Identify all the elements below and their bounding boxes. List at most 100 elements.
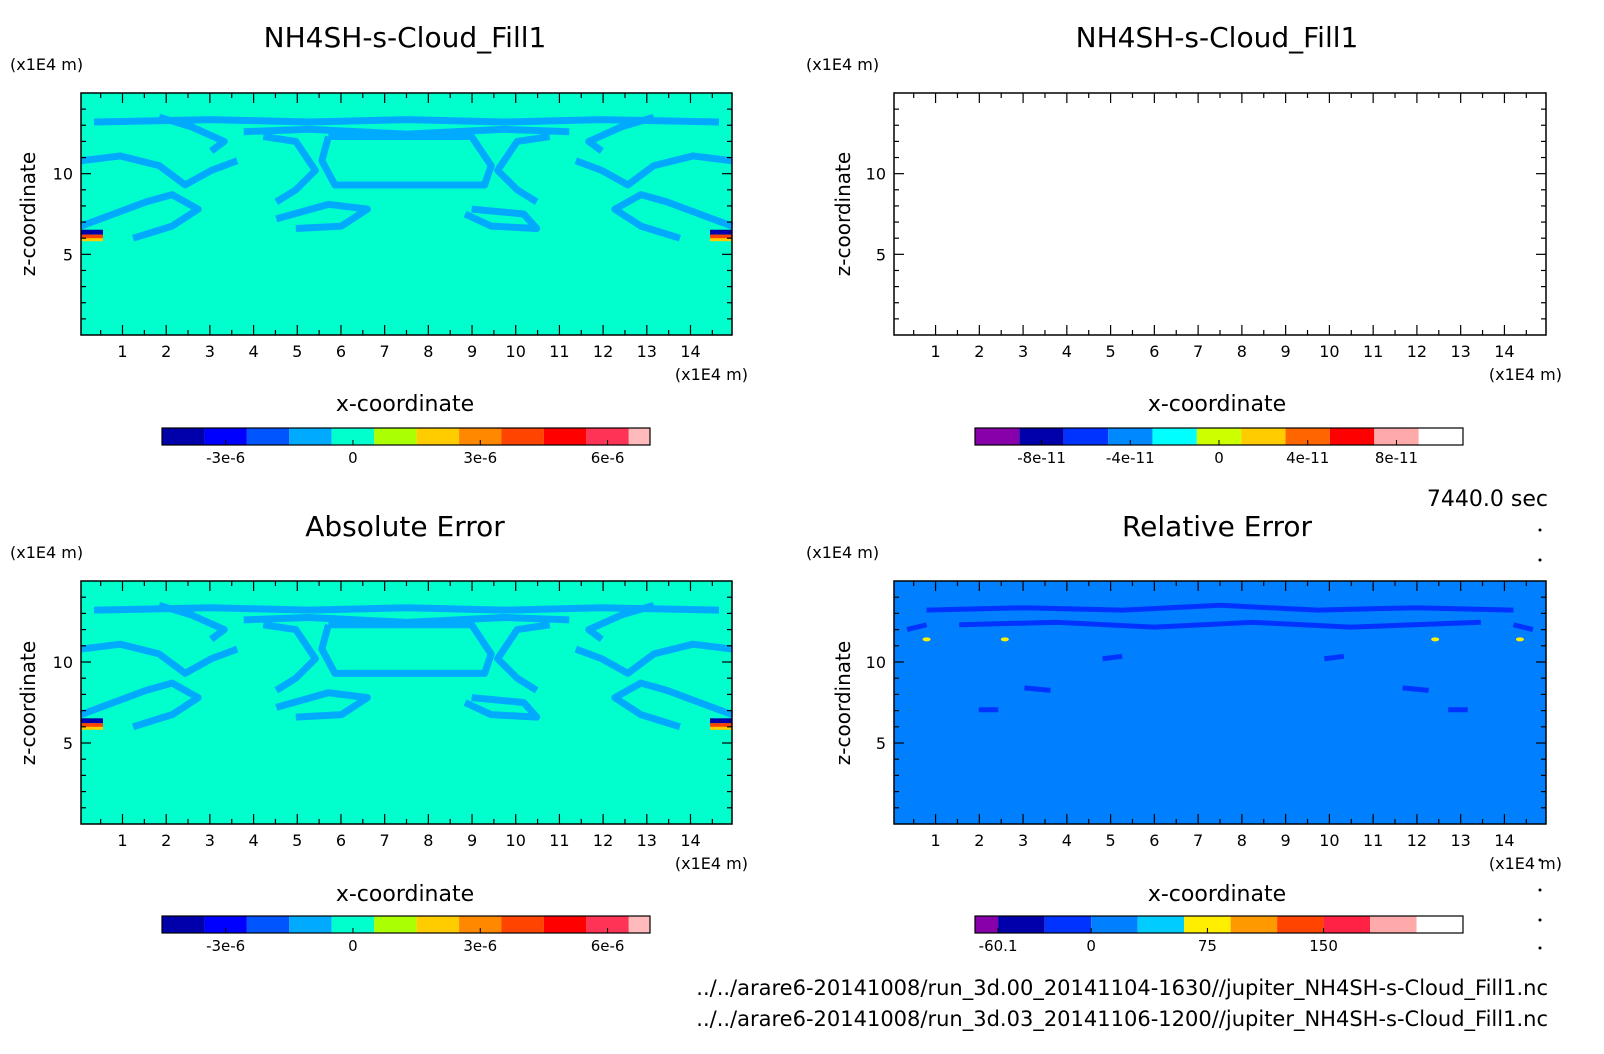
colorbar-swatch: [1329, 428, 1375, 445]
panel-cloud-run03: NH4SH-s-Cloud_Fill1 (x1E4 m) (x1E4 m) x-…: [806, 21, 1562, 467]
panel-title: NH4SH-s-Cloud_Fill1: [264, 21, 547, 54]
x-tick-label: 8: [1237, 342, 1247, 361]
contour-line: [959, 619, 1481, 630]
contour-line: [611, 191, 734, 242]
x-axis-label: x-coordinate: [1148, 882, 1286, 907]
colorbar-swatch: [331, 916, 375, 933]
margin-dot: [1538, 918, 1542, 922]
plot-area: [79, 580, 734, 825]
contour-line: [1324, 653, 1345, 662]
x-tick-label: 13: [637, 342, 657, 361]
contour-line: [1512, 622, 1534, 633]
z-tick-label: 10: [53, 653, 73, 672]
contour-line: [1102, 653, 1123, 662]
colorbar-tick-label: 150: [1309, 937, 1338, 955]
colorbar-swatch: [975, 428, 1020, 445]
contour-line: [463, 694, 541, 721]
z-tick-label: 10: [866, 653, 886, 672]
colorbar-tick-label: 6e-6: [591, 937, 625, 955]
contour-line: [80, 152, 239, 189]
colorbar-swatch: [1184, 916, 1231, 933]
colorbar-swatch: [416, 428, 460, 445]
contour-line: [585, 601, 655, 643]
panel-absolute-error: Absolute Error (x1E4 m) (x1E4 m) x-coord…: [10, 510, 748, 955]
colorbar-swatch: [543, 916, 587, 933]
colorbar-tick-label: -8e-11: [1017, 449, 1066, 467]
x-tick-label: 6: [1149, 831, 1159, 850]
colorbar-tick-label: 6e-6: [591, 449, 625, 467]
colorbar-tick-label: 0: [1086, 937, 1096, 955]
x-tick-label: 2: [974, 342, 984, 361]
edge-feature: [710, 238, 732, 242]
colorbar-tick-label: 0: [1214, 449, 1224, 467]
z-tick-label: 5: [876, 734, 886, 753]
x-tick-label: 4: [1062, 342, 1072, 361]
x-tick-label: 14: [1494, 831, 1514, 850]
hotspot: [1431, 637, 1440, 642]
margin-dot: [1538, 858, 1542, 862]
x-tick-label: 4: [1062, 831, 1072, 850]
x-tick-label: 10: [506, 342, 526, 361]
file-path-1: ../../arare6-20141008/run_3d.00_20141104…: [696, 976, 1548, 1001]
x-unit-label: (x1E4 m): [675, 854, 748, 873]
colorbar-swatch: [586, 428, 629, 445]
x-tick-label: 10: [1319, 831, 1339, 850]
z-tick-label: 5: [876, 245, 886, 264]
x-tick-label: 2: [161, 342, 171, 361]
x-tick-label: 8: [423, 342, 433, 361]
colorbar-swatch: [1323, 916, 1371, 933]
contour-line: [80, 640, 239, 677]
colorbar-swatch: [975, 916, 999, 933]
x-unit-label: (x1E4 m): [675, 365, 748, 384]
colorbar-swatch: [1196, 428, 1242, 445]
colorbar-swatch: [1044, 916, 1092, 933]
plot-area: [79, 92, 734, 336]
x-tick-label: 3: [1018, 342, 1028, 361]
colorbar-swatch: [459, 428, 502, 445]
x-unit-label: (x1E4 m): [1489, 365, 1562, 384]
edge-feature: [81, 234, 103, 239]
x-tick-label: 11: [549, 831, 569, 850]
contour-line: [574, 640, 733, 677]
x-tick-label: 13: [1450, 342, 1470, 361]
colorbar-swatch: [204, 916, 247, 933]
x-tick-label: 1: [930, 831, 940, 850]
edge-feature: [81, 723, 103, 728]
colorbar-swatch: [1230, 916, 1278, 933]
plot-area: [893, 580, 1547, 825]
x-tick-label: 9: [1281, 831, 1291, 850]
colorbar-tick-label: 0: [348, 937, 358, 955]
panel-title: NH4SH-s-Cloud_Fill1: [1076, 21, 1359, 54]
colorbar-frame: [161, 427, 651, 446]
x-tick-label: 4: [248, 831, 258, 850]
x-tick-label: 12: [1407, 342, 1427, 361]
x-tick-label: 7: [380, 342, 390, 361]
colorbar-swatch: [501, 428, 544, 445]
x-tick-label: 6: [1149, 342, 1159, 361]
contour-line: [611, 679, 734, 731]
contour-line: [494, 133, 551, 205]
colorbar-frame: [974, 915, 1464, 934]
x-unit-label: (x1E4 m): [1489, 854, 1562, 873]
colorbar-swatch: [1108, 428, 1153, 445]
z-unit-label: (x1E4 m): [806, 55, 879, 74]
colorbar-swatch: [246, 916, 290, 933]
edge-feature: [710, 234, 732, 239]
time-label: 7440.0 sec: [1427, 487, 1548, 512]
x-tick-label: 8: [423, 831, 433, 850]
colorbar: -3e-6 0 3e-6 6e-6: [161, 915, 651, 955]
colorbar-swatch: [628, 916, 650, 933]
contour-line: [93, 116, 720, 126]
edge-feature: [81, 238, 103, 242]
colorbar-tick-label: 8e-11: [1375, 449, 1418, 467]
file-path-2: ../../arare6-20141008/run_3d.03_20141106…: [696, 1007, 1548, 1032]
hotspot: [922, 637, 931, 642]
colorbar-swatch: [162, 916, 205, 933]
colorbar-swatch: [416, 916, 460, 933]
x-tick-label: 3: [205, 342, 215, 361]
contour-line: [463, 205, 541, 233]
x-tick-label: 4: [248, 342, 258, 361]
colorbar-swatch: [246, 428, 290, 445]
colorbar: -60.1 0 75 150: [974, 915, 1464, 955]
